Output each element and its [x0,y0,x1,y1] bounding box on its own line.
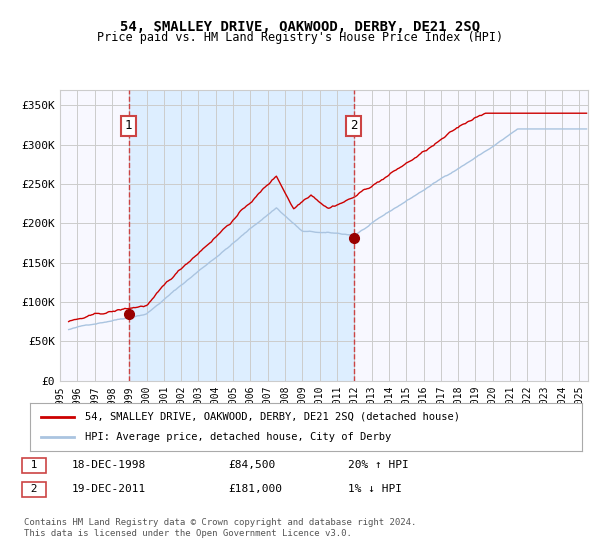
Text: 54, SMALLEY DRIVE, OAKWOOD, DERBY, DE21 2SQ (detached house): 54, SMALLEY DRIVE, OAKWOOD, DERBY, DE21 … [85,412,460,422]
Text: 20% ↑ HPI: 20% ↑ HPI [348,460,409,470]
Text: 2: 2 [350,119,358,133]
Text: 19-DEC-2011: 19-DEC-2011 [72,484,146,494]
Text: 2: 2 [24,484,44,494]
Text: HPI: Average price, detached house, City of Derby: HPI: Average price, detached house, City… [85,432,391,442]
Text: £181,000: £181,000 [228,484,282,494]
Bar [128,90,353,381]
Text: Contains HM Land Registry data © Crown copyright and database right 2024.
This d: Contains HM Land Registry data © Crown c… [24,518,416,538]
Text: 1: 1 [24,460,44,470]
Text: 54, SMALLEY DRIVE, OAKWOOD, DERBY, DE21 2SQ: 54, SMALLEY DRIVE, OAKWOOD, DERBY, DE21 … [120,20,480,34]
Text: 1% ↓ HPI: 1% ↓ HPI [348,484,402,494]
Text: £84,500: £84,500 [228,460,275,470]
Text: 18-DEC-1998: 18-DEC-1998 [72,460,146,470]
Text: 1: 1 [125,119,133,133]
Text: Price paid vs. HM Land Registry's House Price Index (HPI): Price paid vs. HM Land Registry's House … [97,31,503,44]
